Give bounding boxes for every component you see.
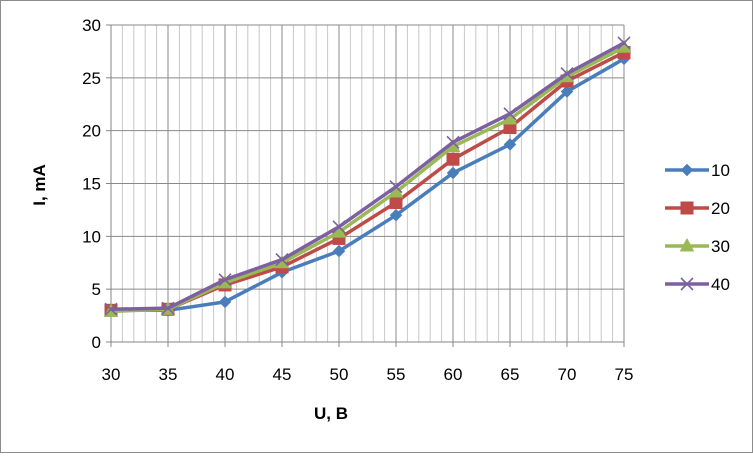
data-point-40 <box>560 67 574 81</box>
legend-item-30: 30 <box>665 237 730 256</box>
axes <box>106 24 625 347</box>
legend-label: 40 <box>711 275 730 294</box>
x-axis-title: U, B <box>314 404 348 423</box>
legend-label: 20 <box>711 199 730 218</box>
legend-item-10: 10 <box>665 161 730 180</box>
y-tick-label: 5 <box>92 280 101 299</box>
data-point-40 <box>218 273 232 287</box>
x-tick-label: 45 <box>273 365 292 384</box>
grid <box>110 24 625 343</box>
x-tick-label: 35 <box>159 365 178 384</box>
series-line-30 <box>109 45 626 314</box>
series-line-40 <box>109 41 626 311</box>
data-point-10 <box>503 138 517 151</box>
y-tick-label: 20 <box>82 122 101 141</box>
data-point-40 <box>275 253 289 267</box>
legend: 10 20 30 40 <box>665 161 730 294</box>
tick-labels: 0 5 10 15 20 25 30 30 35 40 45 50 55 60 65 70 75 <box>82 16 633 384</box>
data-point-40 <box>389 180 403 194</box>
data-point-10 <box>446 166 460 180</box>
legend-marker-swatch <box>679 237 695 252</box>
y-tick-label: 0 <box>92 333 101 352</box>
x-tick-label: 40 <box>216 365 235 384</box>
data-point-40 <box>161 301 175 315</box>
y-tick-label: 25 <box>82 69 101 88</box>
x-tick-label: 55 <box>387 365 406 384</box>
series-line-10 <box>109 57 626 313</box>
x-tick-label: 30 <box>102 365 121 384</box>
data-point-40 <box>446 135 460 149</box>
legend-label: 10 <box>711 161 730 180</box>
y-tick-label: 10 <box>82 227 101 246</box>
data-point-10 <box>218 295 232 309</box>
y-tick-label: 30 <box>82 16 101 35</box>
x-tick-label: 50 <box>330 365 349 384</box>
data-point-10 <box>560 85 574 98</box>
series-30 <box>103 39 632 317</box>
y-tick-label: 15 <box>82 175 101 194</box>
data-point-10 <box>332 244 346 258</box>
data-point-40 <box>104 302 118 316</box>
data-point-40 <box>332 220 346 234</box>
data-point-10 <box>389 208 403 222</box>
legend-item-40: 40 <box>665 275 730 294</box>
x-tick-label: 65 <box>501 365 520 384</box>
legend-marker-swatch <box>680 201 694 215</box>
data-point-20 <box>446 152 460 166</box>
y-axis-title: I, mA <box>30 164 49 206</box>
data-point-40 <box>503 107 517 121</box>
data-point-40 <box>617 36 631 50</box>
data-point-20 <box>389 196 403 210</box>
series-40 <box>104 36 631 316</box>
legend-label: 30 <box>711 237 730 256</box>
x-tick-label: 75 <box>615 365 634 384</box>
legend-item-20: 20 <box>665 199 730 218</box>
legend-marker-swatch <box>680 163 694 177</box>
x-tick-label: 70 <box>558 365 577 384</box>
series-group <box>103 36 632 317</box>
legend-marker-swatch <box>680 277 694 291</box>
x-tick-label: 60 <box>444 365 463 384</box>
